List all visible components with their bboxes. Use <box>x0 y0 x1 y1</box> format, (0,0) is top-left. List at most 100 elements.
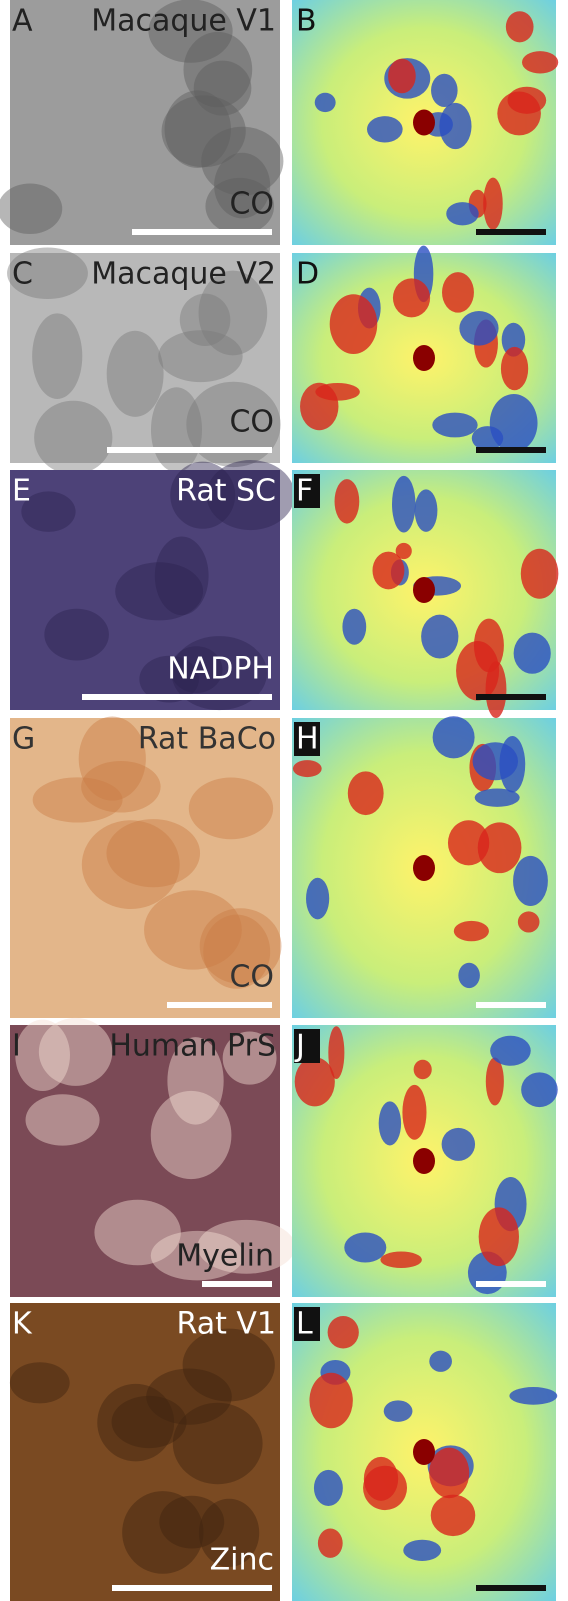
tissue-blob <box>94 1200 180 1266</box>
tissue-blob <box>159 1496 224 1549</box>
map-blob <box>458 963 480 988</box>
map-blob <box>380 1252 421 1269</box>
map-blob <box>344 1233 386 1263</box>
map-blob <box>402 1085 426 1140</box>
panel-letter: D <box>296 257 319 292</box>
tissue-blob <box>32 313 82 399</box>
map-center <box>413 110 435 136</box>
map-blob <box>392 476 415 533</box>
map-blob <box>473 742 518 780</box>
panel-letter: E <box>12 474 31 509</box>
map-blob <box>472 426 503 450</box>
scale-bar <box>476 694 546 700</box>
map-blob <box>456 641 499 700</box>
scale-bar <box>476 447 546 453</box>
tissue-blob <box>26 1094 100 1145</box>
map-blob <box>295 1057 335 1106</box>
map-blob <box>342 609 366 645</box>
map-blob <box>429 1448 469 1499</box>
map-center <box>413 1439 435 1465</box>
map-blob <box>486 1057 504 1105</box>
map-blob <box>372 552 404 590</box>
stain-label: Zinc <box>210 1543 274 1578</box>
scale-bar <box>167 1002 272 1008</box>
map-blob <box>367 116 403 142</box>
tissue-blob <box>151 387 202 472</box>
tissue-blob <box>107 331 164 417</box>
map-blob <box>318 1529 343 1558</box>
tissue-blob <box>15 1020 70 1091</box>
map-blob <box>508 87 547 114</box>
map-blob <box>514 633 551 674</box>
panel-letter: I <box>12 1029 21 1064</box>
scale-bar <box>476 1281 546 1287</box>
map-blob <box>393 278 430 317</box>
map-blob <box>432 413 477 438</box>
map-blob <box>501 347 528 390</box>
tissue-blob <box>81 761 160 813</box>
stain-label: Myelin <box>176 1239 274 1274</box>
tissue-blob <box>0 183 62 234</box>
tissue-blob <box>189 778 273 840</box>
map-blob <box>415 489 438 532</box>
map-blob <box>454 921 489 941</box>
map-blob <box>513 856 548 906</box>
tissue-blob <box>151 1091 232 1179</box>
panel-title: Macaque V2 <box>91 257 276 292</box>
map-blob <box>431 74 458 107</box>
map-blob <box>379 1101 401 1145</box>
map-blob <box>330 294 378 354</box>
map-blob <box>439 103 471 149</box>
tissue-blob <box>44 609 109 661</box>
panel-title: Rat BaCo <box>138 722 276 757</box>
map-blob <box>509 1387 557 1405</box>
map-blob <box>442 272 474 313</box>
map-center <box>413 1148 435 1174</box>
map-blob <box>506 11 534 42</box>
stain-label: NADPH <box>167 652 274 687</box>
map-blob <box>384 1400 413 1422</box>
panel-letter: F <box>296 474 313 509</box>
panel-letter: C <box>12 257 33 292</box>
map-blob <box>309 1373 352 1429</box>
panel-title: Rat SC <box>176 474 276 509</box>
map-blob <box>479 1207 519 1266</box>
map-blob <box>348 771 384 815</box>
map-blob <box>335 479 360 523</box>
map-blob <box>442 1128 475 1161</box>
map-blob <box>306 878 329 920</box>
tissue-blob <box>194 61 252 116</box>
map-blob <box>433 716 475 758</box>
panel-title: Macaque V1 <box>91 4 276 39</box>
scale-bar <box>112 1585 272 1591</box>
map-blob <box>446 202 478 225</box>
map-blob <box>521 549 559 599</box>
stain-label: CO <box>229 405 274 440</box>
panel-letter: B <box>296 4 317 39</box>
tissue-blob <box>112 1396 187 1448</box>
scale-bar <box>107 447 272 453</box>
map-blob <box>414 1060 432 1079</box>
map-blob <box>483 178 503 230</box>
stain-label: CO <box>229 187 274 222</box>
panel-title: Human PrS <box>109 1029 276 1064</box>
tissue-blob <box>155 537 209 616</box>
map-blob <box>388 59 416 94</box>
map-blob <box>429 1351 452 1372</box>
scale-bar <box>476 1002 546 1008</box>
map-blob <box>363 1466 407 1510</box>
map-blob <box>518 911 540 932</box>
map-center <box>413 855 435 881</box>
map-center <box>413 577 435 603</box>
map-blob <box>421 615 458 659</box>
map-blob <box>521 1072 558 1107</box>
panel-title: Rat V1 <box>177 1307 276 1342</box>
stain-label: CO <box>229 960 274 995</box>
map-blob <box>459 311 498 346</box>
panel-letter: J <box>294 1029 305 1064</box>
map-blob <box>478 822 522 873</box>
scale-bar <box>82 694 272 700</box>
panel-letter: K <box>12 1307 33 1342</box>
map-blob <box>293 760 322 777</box>
tissue-blob <box>173 1403 263 1484</box>
